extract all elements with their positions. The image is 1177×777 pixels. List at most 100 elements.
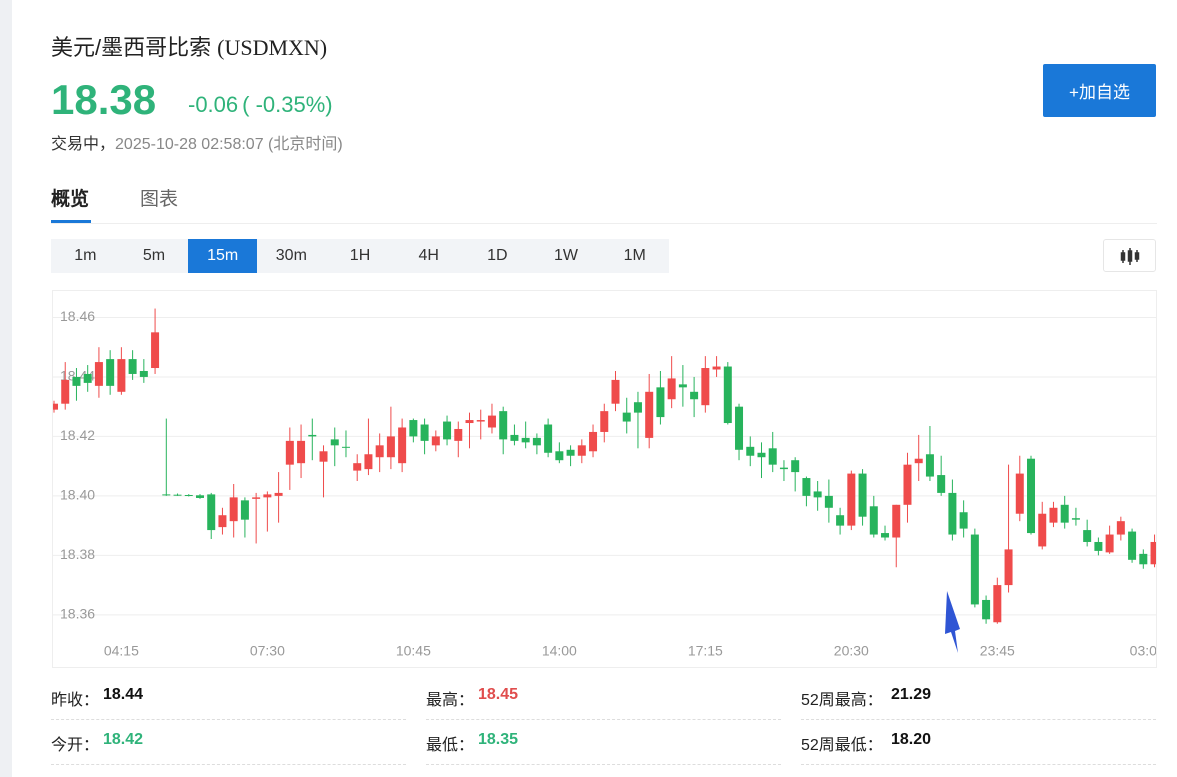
candle-body (353, 463, 362, 471)
candle-body (341, 446, 350, 448)
candle-body (600, 411, 609, 432)
candle-body (499, 411, 508, 440)
candle-body (207, 494, 216, 531)
candle-body (128, 359, 137, 374)
x-tick-label: 20:30 (834, 643, 869, 659)
tab[interactable]: 概览 (51, 189, 90, 210)
interval-button[interactable]: 1m (74, 247, 97, 264)
y-tick-label: 18.46 (60, 308, 95, 324)
candle-body (487, 415, 496, 428)
add-watchlist-button[interactable]: +加自选 (1043, 64, 1156, 117)
candle-body (959, 512, 968, 529)
candle-body (1071, 518, 1080, 520)
title: 美元/墨西哥比索 (USDMXN) (51, 30, 327, 62)
candle-body (768, 448, 777, 465)
candle-body (1015, 473, 1024, 514)
timezone: (北京时间) (268, 136, 343, 153)
candle-body (667, 378, 676, 400)
candle-body (791, 460, 800, 473)
candle-body (701, 368, 710, 406)
candle-body (982, 599, 991, 620)
candle-body (274, 492, 283, 496)
stat-item: 最低： 18.35 (426, 719, 781, 765)
candle-body (1105, 534, 1114, 553)
stat-label: 52周最低： (801, 737, 883, 754)
x-tick-label: 04:15 (104, 643, 139, 659)
side-strip (0, 0, 12, 777)
candle-body (229, 497, 238, 522)
candle-body (858, 473, 867, 517)
candle-body (117, 359, 126, 392)
chart-type-button[interactable] (1103, 239, 1156, 272)
candle-body (443, 421, 452, 440)
candle-body (1060, 504, 1069, 523)
candle-body (1027, 458, 1036, 534)
candle-body (184, 494, 193, 496)
stat-value: 18.44 (103, 686, 144, 703)
stat-value: 18.20 (891, 731, 932, 748)
candle-body (869, 506, 878, 535)
interval-button[interactable]: 5m (142, 247, 166, 264)
candle-body (252, 497, 261, 499)
interval-button[interactable]: 30m (275, 247, 307, 264)
interval-button[interactable]: 15m (188, 239, 258, 273)
chart-type-icon (1120, 248, 1140, 265)
candle-body (746, 446, 755, 456)
candle-body (454, 428, 463, 441)
stat-value: 18.42 (103, 731, 144, 748)
candle-body (555, 451, 564, 461)
candle-body (735, 406, 744, 450)
candle-body (308, 434, 317, 437)
tab[interactable]: 图表 (140, 189, 179, 210)
stat-label: 昨收： (51, 692, 100, 709)
candle-body (723, 366, 732, 424)
candle-body (521, 437, 530, 443)
annotation-arrow (945, 591, 960, 653)
candle-body (925, 454, 934, 477)
change: -0.06( -0.35%) (188, 92, 333, 118)
change-pct: ( -0.35%) (242, 92, 333, 117)
candle-body (678, 384, 687, 388)
candle-body (319, 451, 328, 462)
candle-body (566, 449, 575, 456)
candle-body (263, 494, 272, 498)
candle-body (465, 420, 474, 424)
interval-bar: 1m 5m 15m 30m 1H 4H 1D 1W 1M (51, 239, 669, 273)
tab-underline (51, 220, 91, 223)
candle-body (53, 403, 58, 410)
candle-body (824, 495, 833, 508)
candle-body (162, 494, 171, 496)
candle-body (94, 362, 103, 386)
candle-body (970, 534, 979, 605)
candle-body (881, 533, 890, 538)
stat-item: 今开： 18.42 (51, 719, 406, 765)
stat-item: 最高： 18.45 (426, 674, 781, 720)
candle-body (431, 436, 440, 446)
candle-body (409, 420, 418, 437)
candle-body (892, 504, 901, 538)
stat-item: 昨收： 18.44 (51, 674, 406, 720)
interval-button[interactable]: 4H (418, 247, 439, 264)
x-tick-label: 07:30 (250, 643, 285, 659)
candle-body (544, 424, 553, 453)
candle-body (218, 515, 227, 528)
candle-body (656, 387, 665, 418)
stat-value: 18.45 (478, 686, 519, 703)
interval-button[interactable]: 1W (554, 247, 579, 264)
interval-button[interactable]: 1H (349, 247, 371, 264)
interval-button[interactable]: 1M (623, 247, 646, 264)
candle-body (364, 454, 373, 470)
interval-button[interactable]: 1D (487, 247, 508, 264)
time: 2025-10-28 02:58:07 (115, 136, 264, 153)
candle-body (1128, 531, 1137, 560)
y-tick-label: 18.40 (60, 487, 95, 503)
stat-label: 今开： (51, 737, 100, 754)
candle-body (802, 478, 811, 496)
y-tick-label: 18.36 (60, 606, 95, 622)
candle-body (139, 370, 148, 377)
candle-body (948, 492, 957, 535)
candle-body (297, 440, 306, 464)
candle-body (240, 500, 249, 520)
